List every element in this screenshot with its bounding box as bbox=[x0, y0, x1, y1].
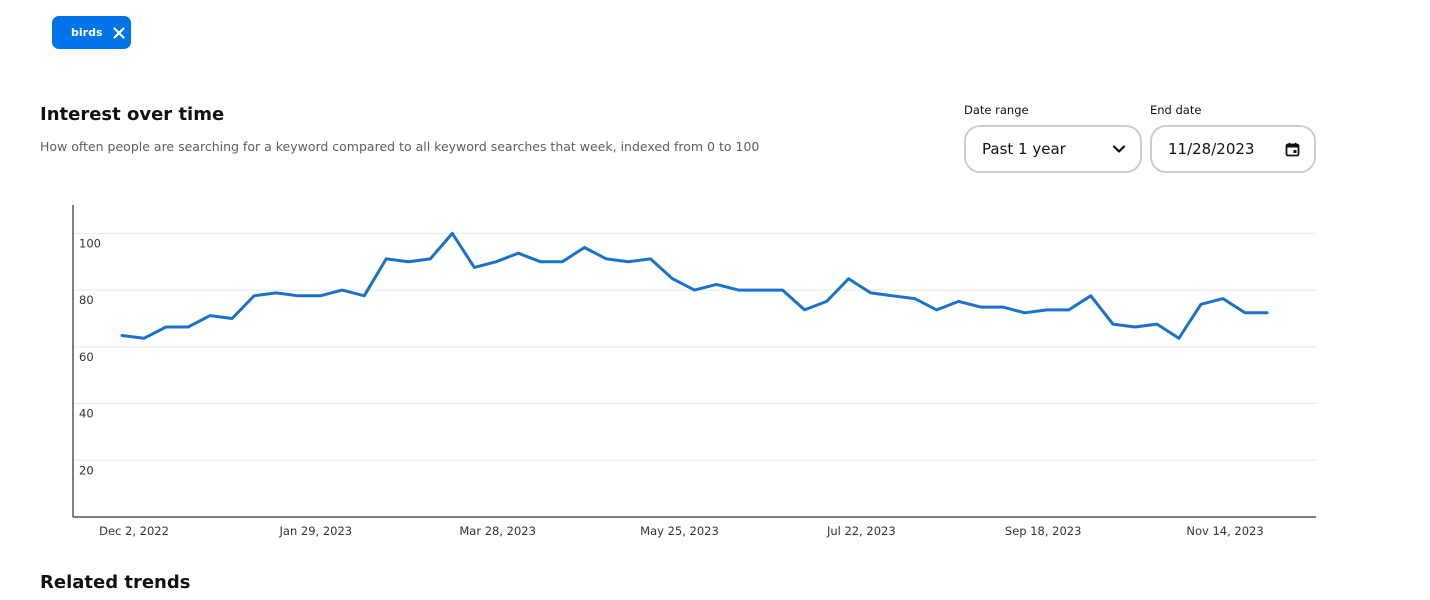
x-tick-label: May 25, 2023 bbox=[640, 524, 719, 538]
keyword-chip-label: birds bbox=[71, 26, 103, 39]
x-tick-label: Mar 28, 2023 bbox=[459, 524, 536, 538]
section-subtitle: How often people are searching for a key… bbox=[40, 139, 760, 154]
chevron-down-icon bbox=[1112, 144, 1126, 154]
interest-chart-svg: 20 40 60 80 100 Dec 2, 2022 Jan 29, 2023 Mar 28… bbox=[72, 205, 1316, 538]
x-tick-label: Jan 29, 2023 bbox=[279, 524, 353, 538]
keyword-chip[interactable]: birds bbox=[52, 16, 131, 49]
y-tick-label: 100 bbox=[79, 236, 101, 250]
end-date-field[interactable]: 11/28/2023 bbox=[1150, 125, 1316, 173]
calendar-icon[interactable] bbox=[1285, 142, 1300, 157]
end-date-label: End date bbox=[1150, 103, 1202, 117]
y-tick-label: 40 bbox=[79, 407, 94, 421]
x-tick-label: Nov 14, 2023 bbox=[1186, 524, 1263, 538]
series-line bbox=[120, 231, 1269, 340]
y-tick-label: 60 bbox=[79, 350, 94, 364]
related-trends-title: Related trends bbox=[40, 572, 191, 593]
section-title: Interest over time bbox=[40, 104, 225, 125]
date-range-select[interactable]: Past 1 year bbox=[964, 125, 1142, 173]
x-tick-label: Sep 18, 2023 bbox=[1005, 524, 1082, 538]
y-tick-label: 80 bbox=[79, 293, 94, 307]
y-tick-label: 20 bbox=[79, 463, 94, 477]
x-tick-label: Jul 22, 2023 bbox=[826, 524, 896, 538]
interest-chart: 20 40 60 80 100 Dec 2, 2022 Jan 29, 2023 Mar 28… bbox=[0, 195, 1430, 550]
date-range-label: Date range bbox=[964, 103, 1029, 117]
x-tick-label: Dec 2, 2022 bbox=[99, 524, 169, 538]
end-date-value: 11/28/2023 bbox=[1168, 140, 1255, 158]
date-range-value: Past 1 year bbox=[982, 140, 1066, 158]
close-icon[interactable] bbox=[112, 26, 125, 39]
